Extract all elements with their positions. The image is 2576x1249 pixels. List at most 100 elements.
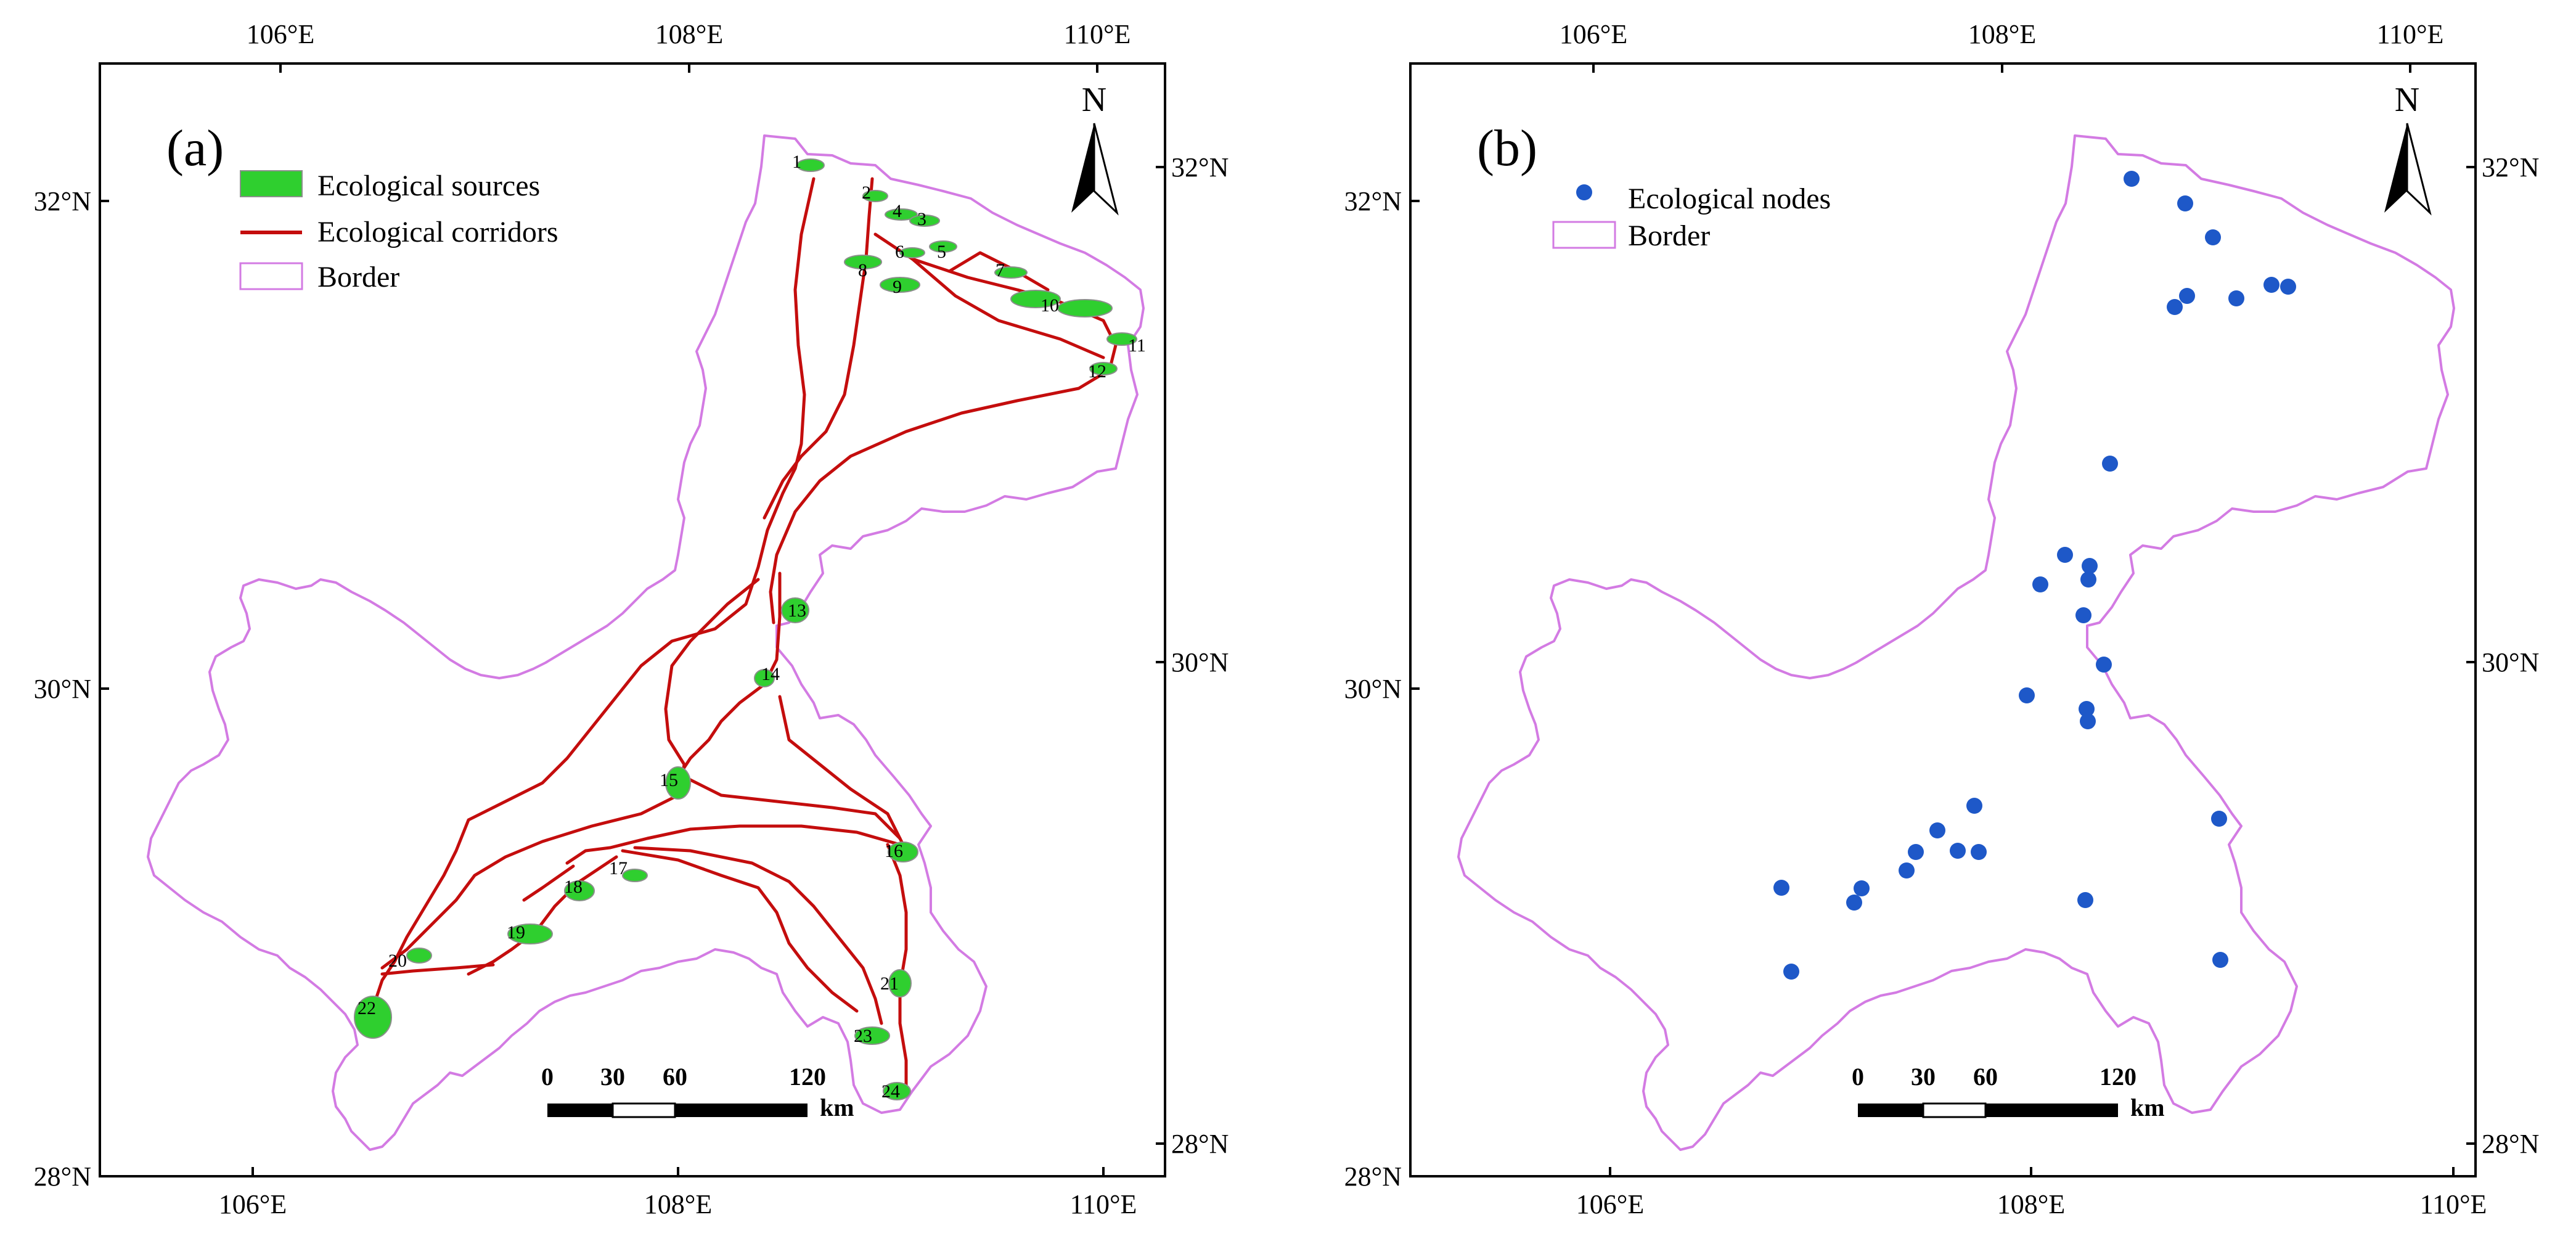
- bottom-tick-a-0: 106°E: [219, 1189, 287, 1219]
- node-point: [2057, 547, 2073, 563]
- node-point: [1929, 822, 1945, 838]
- scale-bar-b: 0 30 60 120 km: [1852, 1063, 2165, 1121]
- source-label: 3: [917, 209, 926, 229]
- node-point: [2032, 576, 2048, 592]
- legend-label-sources: Ecological sources: [317, 170, 540, 202]
- scale-label: 60: [663, 1063, 687, 1091]
- node-point: [2280, 279, 2296, 295]
- node-point: [1846, 895, 1862, 911]
- bottom-tick-b-1: 108°E: [1997, 1189, 2065, 1219]
- node-point: [2079, 701, 2095, 717]
- node-point: [2080, 571, 2096, 588]
- scale-label: 120: [2100, 1063, 2136, 1091]
- node-point: [2080, 713, 2096, 729]
- legend-b: Ecological nodes Border: [1552, 182, 1831, 252]
- legend-label-corridors: Ecological corridors: [317, 216, 558, 248]
- legend-label-nodes: Ecological nodes: [1628, 182, 1831, 215]
- source-label: 12: [1088, 361, 1106, 382]
- scale-label: 0: [1852, 1063, 1864, 1091]
- source-label: 13: [788, 600, 806, 621]
- bottom-tick-b-2: 110°E: [2420, 1189, 2487, 1219]
- node-point: [1908, 844, 1924, 860]
- source-label: 17: [609, 858, 628, 878]
- node-point: [2179, 288, 2195, 304]
- node-point: [2212, 952, 2228, 968]
- ecological-nodes: [1773, 171, 2296, 980]
- top-tick-b-2: 110°E: [2377, 19, 2444, 49]
- left-tick-b-1: 30°N: [1344, 674, 1402, 704]
- node-point: [2205, 229, 2221, 245]
- node-point: [2102, 456, 2118, 472]
- node-point: [2019, 687, 2035, 703]
- bottom-tick-b-0: 106°E: [1576, 1189, 1644, 1219]
- source-label: 15: [660, 770, 678, 790]
- right-tick-b-2: 28°N: [2482, 1129, 2539, 1159]
- legend-swatch-border: [239, 262, 303, 290]
- source-label: 18: [564, 877, 583, 897]
- north-arrow-icon: N: [2384, 81, 2432, 216]
- top-tick-a-0: 106°E: [247, 19, 314, 49]
- node-point: [2167, 299, 2183, 315]
- right-tick-a-1: 30°N: [1171, 647, 1229, 678]
- top-tick-b-0: 106°E: [1560, 19, 1627, 49]
- node-point: [2075, 607, 2091, 623]
- node-point: [1971, 844, 1987, 860]
- map-frame-a: [99, 62, 1166, 1177]
- node-point: [2082, 558, 2098, 574]
- north-arrow-icon: N: [1071, 81, 1119, 216]
- source-label: 21: [880, 973, 899, 994]
- ecological-corridors: [374, 177, 1118, 1087]
- legend-label-border: Border: [317, 261, 399, 293]
- scale-label: 60: [1973, 1063, 1998, 1091]
- node-point: [2096, 657, 2112, 673]
- left-tick-b-2: 28°N: [1344, 1161, 1402, 1192]
- source-label: 19: [507, 922, 525, 943]
- right-tick-a-2: 28°N: [1171, 1129, 1229, 1159]
- right-tick-b-0: 32°N: [2482, 152, 2539, 182]
- node-point: [2177, 195, 2193, 211]
- source-label: 22: [358, 998, 376, 1018]
- panel-a: 106°E 108°E 110°E 106°E 108°E 110°E 32°N…: [34, 19, 1229, 1219]
- panel-label-b: (b): [1477, 120, 1537, 177]
- source-label: 24: [881, 1081, 900, 1102]
- source-label: 9: [893, 277, 902, 297]
- north-label-a: N: [1082, 81, 1106, 119]
- node-point: [1966, 798, 1982, 814]
- source-label: 6: [895, 242, 904, 262]
- node-point: [1950, 843, 1966, 859]
- right-tick-b-1: 30°N: [2482, 647, 2539, 678]
- left-tick-a-1: 30°N: [34, 674, 91, 704]
- left-tick-a-0: 32°N: [34, 186, 91, 216]
- source-label: 8: [858, 260, 867, 281]
- scale-unit-a: km: [820, 1094, 854, 1121]
- source-label: 20: [388, 951, 407, 971]
- bottom-tick-a-2: 110°E: [1070, 1189, 1137, 1219]
- legend-swatch-border-b: [1552, 221, 1616, 249]
- left-tick-b-0: 32°N: [1344, 186, 1402, 216]
- legend-swatch-sources: [240, 170, 303, 197]
- north-label-b: N: [2395, 81, 2419, 119]
- source-label: 23: [854, 1026, 872, 1046]
- scale-label: 0: [541, 1063, 554, 1091]
- node-point: [2228, 290, 2244, 306]
- node-point: [2211, 811, 2227, 827]
- node-point: [1854, 880, 1870, 896]
- map-frame-b: [1409, 62, 2477, 1177]
- scale-unit-b: km: [2130, 1094, 2165, 1121]
- scale-bar-a: 0 30 60 120 km: [541, 1063, 854, 1121]
- source-label: 14: [761, 664, 780, 684]
- ticks-a: [100, 63, 1165, 1177]
- source-labels: 1 2 3 4 5 6 7 8 9 10 11 12 13 14 15 16 1…: [358, 152, 1146, 1102]
- top-tick-a-1: 108°E: [655, 19, 723, 49]
- node-point: [2263, 277, 2280, 293]
- source-label: 10: [1041, 295, 1059, 316]
- top-tick-a-2: 110°E: [1064, 19, 1131, 49]
- source-label: 1: [792, 152, 801, 172]
- source-label: 16: [885, 841, 903, 861]
- panel-label-a: (a): [166, 120, 224, 177]
- source-label: 11: [1128, 335, 1146, 356]
- node-point: [2077, 892, 2093, 908]
- ecological-sources: [354, 158, 1137, 1100]
- legend-a: Ecological sources Ecological corridors …: [239, 170, 558, 293]
